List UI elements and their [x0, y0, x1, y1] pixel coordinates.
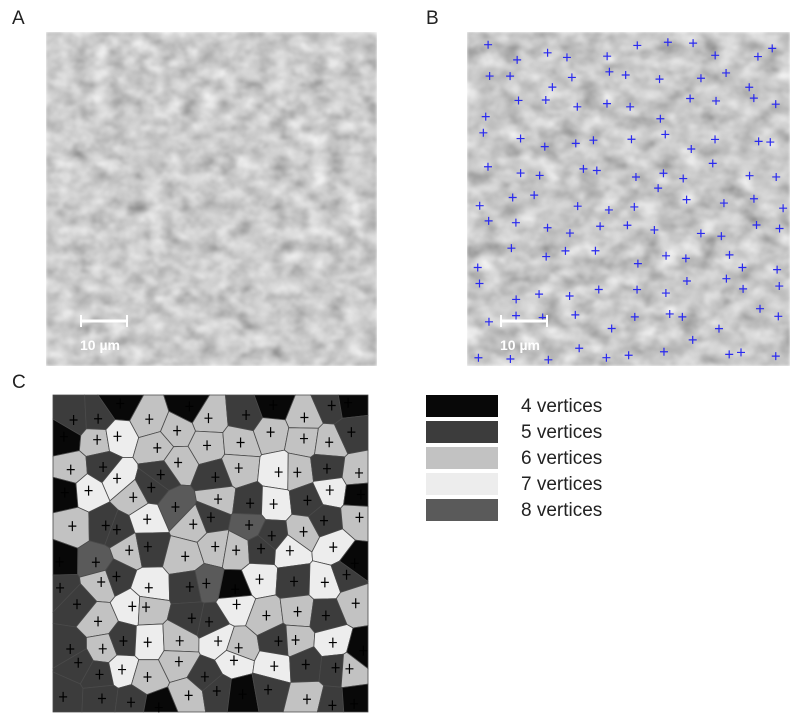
- voronoi-cell: [319, 654, 344, 687]
- legend-label: 7 vertices: [521, 474, 602, 495]
- voronoi-cell: [342, 684, 368, 712]
- legend-swatch: [426, 499, 498, 521]
- panel-label: C: [12, 372, 26, 393]
- legend-label: 5 vertices: [521, 422, 602, 443]
- legend: 4 vertices 5 vertices 6 vertices 7 vertices…: [426, 395, 602, 521]
- panel-label: A: [12, 8, 25, 29]
- voronoi-cell: [262, 486, 292, 521]
- legend-swatch: [426, 473, 498, 495]
- voronoi-cell: [283, 681, 323, 712]
- micrograph-a: [46, 32, 377, 366]
- legend-swatch: [426, 447, 498, 469]
- scale-bar-label: 10 µm: [80, 337, 120, 353]
- legend-label: 8 vertices: [521, 500, 602, 521]
- voronoi-cell: [311, 454, 345, 481]
- scale-bar-label: 10 µm: [500, 337, 540, 353]
- panel-label: B: [426, 8, 439, 29]
- legend-swatch: [426, 421, 498, 443]
- voronoi-map: [53, 395, 368, 713]
- voronoi-cell: [53, 477, 78, 513]
- voronoi-cell: [280, 595, 314, 627]
- voronoi-cell: [338, 395, 368, 418]
- legend-swatch: [426, 395, 498, 417]
- voronoi-cell: [258, 450, 289, 490]
- figure: A 10 µm B 10 µm C 4 vertices 5 vertices 6 …: [0, 0, 790, 713]
- legend-label: 4 vertices: [521, 396, 602, 417]
- legend-label: 6 vertices: [521, 448, 602, 469]
- voronoi-cell: [342, 450, 368, 485]
